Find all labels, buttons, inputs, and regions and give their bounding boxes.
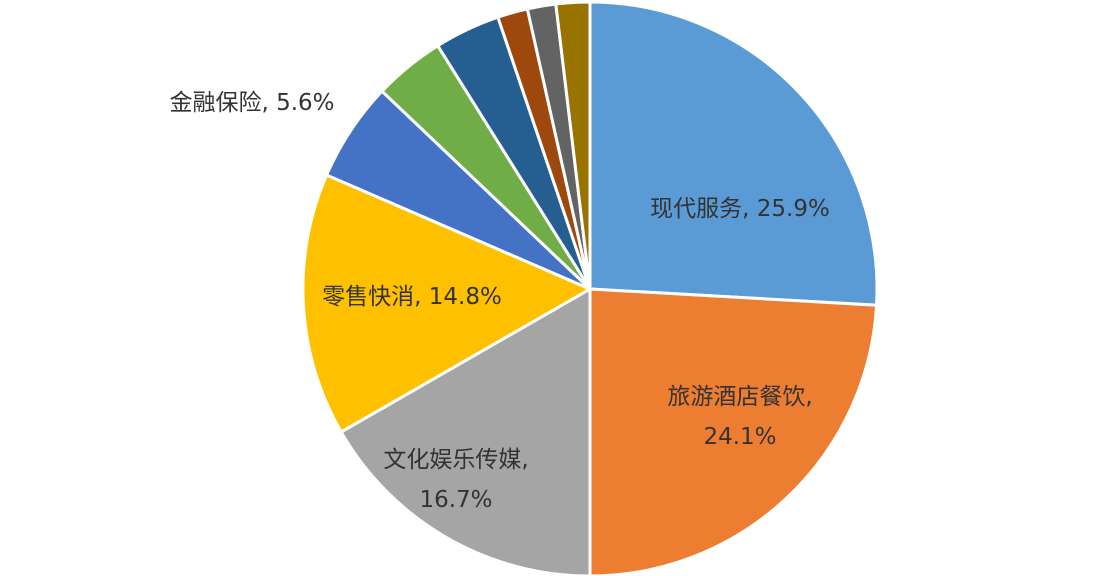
pie-slice-label: 文化娱乐传媒, 16.7% xyxy=(383,447,528,513)
pie-slice-label: 金融保险, 5.6% xyxy=(169,90,334,116)
pie-slice-unlabeled-9 xyxy=(554,0,592,290)
pie-slice-0 xyxy=(588,0,879,307)
pie-slice-label-line: 现代服务, 25.9% xyxy=(650,196,830,222)
pie-slice-label-line: 金融保险, 5.6% xyxy=(169,90,334,116)
pie-slice-label: 旅游酒店餐饮, 24.1% xyxy=(667,384,812,450)
pie-slice-label: 零售快消, 14.8% xyxy=(322,284,502,310)
pie-slice-label-line: 文化娱乐传媒, xyxy=(383,447,528,473)
pie-slice-label-line: 旅游酒店餐饮, xyxy=(667,384,812,410)
pie-slice-3 xyxy=(301,173,594,435)
pie-labels: 现代服务, 25.9% 旅游酒店餐饮, 24.1% 文化娱乐传媒, 16.7% 零售快消,… xyxy=(169,90,829,513)
pie-slice-label: 现代服务, 25.9% xyxy=(650,196,830,222)
pie-slice-1 xyxy=(588,287,879,576)
pie-slice-label-line: 24.1% xyxy=(703,424,776,450)
pie-slice-label-line: 零售快消, 14.8% xyxy=(322,284,502,310)
pie-slice-label-line: 16.7% xyxy=(419,487,492,513)
pie-slices xyxy=(301,0,879,576)
pie-slice-2 xyxy=(339,286,592,576)
